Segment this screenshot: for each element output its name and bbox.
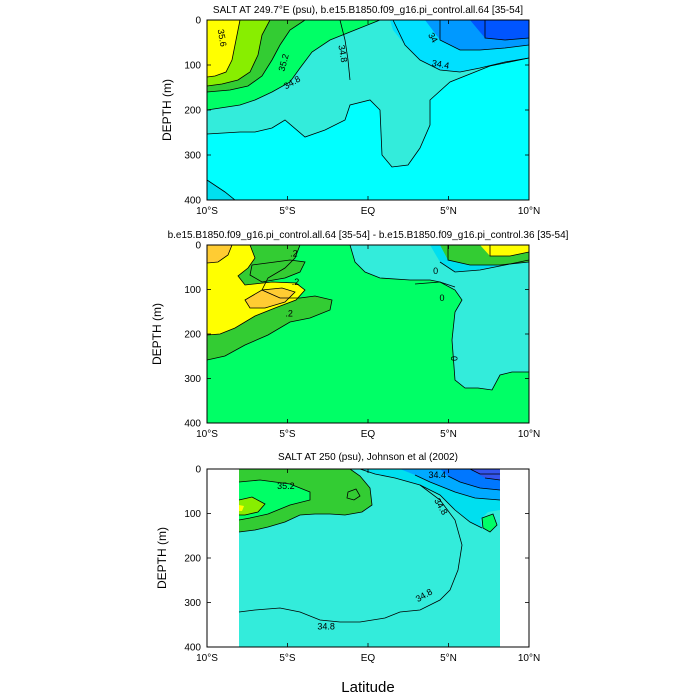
panel-3-y-tick-label: 300	[184, 598, 201, 609]
panel-2-y-tick-label: 100	[184, 285, 201, 296]
panel-2-region-pos-0-6-b	[207, 245, 232, 263]
panel-2-y-tick-label: 0	[195, 241, 201, 252]
panel-2-y-tick-label: 400	[184, 419, 201, 430]
panel-3-region-yellow	[239, 505, 244, 511]
panel-2-region-pos-0-4	[207, 245, 305, 335]
panel-3-y-tick-label: 100	[184, 509, 201, 520]
panel-2: b.e15.B1850.f09_g16.pi_control.all.64 [3…	[150, 230, 569, 440]
panel-1-contour-lines	[207, 20, 529, 200]
panel-3-contour-label: 34.8	[317, 621, 335, 631]
panel-3-contour-label: 34.4	[428, 470, 446, 480]
panel-3-x-tick-label: EQ	[361, 653, 376, 664]
panel-2-y-tick-label: 300	[184, 374, 201, 385]
panel-1-y-tick-label: 200	[184, 106, 201, 117]
panel-2-x-tick-label: 5°S	[279, 429, 296, 440]
panel-1-y-tick-label: 0	[195, 16, 201, 27]
panel-3-y-tick-label: 0	[195, 465, 201, 476]
panel-2-y-tick-label: 200	[184, 330, 201, 341]
panel-2-contour-label: 0	[433, 266, 438, 276]
panel-3-xlabel: Latitude	[341, 679, 394, 696]
panel-3-ticks: 10°S 5°S EQ 5°N 10°N 0 100 200 300 400	[184, 465, 540, 665]
panel-2-x-tick-label: 5°N	[440, 429, 457, 440]
panel-3-filled-contours	[207, 469, 529, 647]
panel-1-title: SALT AT 249.7°E (psu), b.e15.B1850.f09_g…	[213, 5, 523, 16]
panel-1-y-tick-label: 100	[184, 61, 201, 72]
panel-2-title: b.e15.B1850.f09_g16.pi_control.all.64 [3…	[168, 230, 569, 241]
panel-2-contour-label: 0	[440, 293, 445, 303]
panel-3-y-tick-label: 400	[184, 643, 201, 654]
panel-1-x-tick-label: 10°S	[196, 206, 218, 217]
panel-1-contour-label: 34	[426, 31, 440, 45]
panel-2-contour-label: .2	[290, 248, 298, 258]
panel-3-x-tick-label: 10°N	[518, 653, 540, 664]
panel-2-ylabel: DEPTH (m)	[150, 303, 164, 365]
panel-2-region-pos-0-2-patch	[250, 260, 305, 282]
panel-1-contour-label: 34.4	[431, 58, 450, 71]
panel-2-contour-label: .2	[292, 277, 300, 287]
panel-2-x-tick-label: 10°S	[196, 429, 218, 440]
panel-1-y-tick-label: 300	[184, 151, 201, 162]
panel-2-x-tick-label: EQ	[361, 429, 376, 440]
panel-3-ylabel: DEPTH (m)	[155, 527, 169, 589]
panel-2-x-tick-label: 10°N	[518, 429, 540, 440]
panel-2-ticks: 10°S 5°S EQ 5°N 10°N 0 100 200 300 400	[184, 241, 540, 441]
panel-3-title: SALT AT 250 (psu), Johnson et al (2002)	[278, 452, 458, 463]
panel-3: SALT AT 250 (psu), Johnson et al (2002)	[155, 452, 540, 696]
panel-3-x-tick-label: 5°S	[279, 653, 296, 664]
panel-3-region-patch-2	[482, 514, 497, 532]
panel-1-contour-label: 35.2	[277, 53, 291, 73]
panel-2-filled-contours	[207, 245, 529, 423]
panel-2-contour-label: .2	[285, 308, 293, 318]
panel-3-region-fresh-33-6	[470, 469, 500, 480]
panel-2-region-pos-0-4-north	[480, 245, 529, 256]
panel-1-x-tick-label: 5°S	[279, 206, 296, 217]
panel-2-contour-label: 0	[449, 356, 459, 361]
panel-1-x-tick-label: 10°N	[518, 206, 540, 217]
panel-2-contour-labels: .2 .2 .2 0 0 0	[285, 248, 459, 361]
panel-1-x-tick-label: 5°N	[440, 206, 457, 217]
panel-1-y-tick-label: 400	[184, 196, 201, 207]
panel-3-y-tick-label: 200	[184, 554, 201, 565]
panel-1-ylabel: DEPTH (m)	[160, 79, 174, 141]
panel-1-filled-contours	[207, 20, 529, 200]
panel-2-region-negative	[350, 245, 529, 390]
panel-1-contour-label: 34.8	[336, 44, 349, 63]
panel-1-contour-label: 35.6	[216, 28, 229, 47]
panel-1: SALT AT 249.7°E (psu), b.e15.B1850.f09_g…	[160, 5, 540, 217]
panel-1-region-high-35-8	[207, 20, 240, 77]
panel-3-region-patch	[347, 489, 360, 500]
panel-3-x-tick-label: 5°N	[440, 653, 457, 664]
panel-3-x-tick-label: 10°S	[196, 653, 218, 664]
panel-1-ticks: 10°S 5°S EQ 5°N 10°N 0 100 200 300 400	[184, 16, 540, 218]
panel-2-contour-lines	[207, 245, 529, 391]
panel-3-contour-lines	[238, 469, 501, 623]
panel-3-contour-label: 35.2	[277, 481, 295, 491]
panel-1-x-tick-label: EQ	[361, 206, 376, 217]
panel-3-region-35-6	[239, 497, 265, 515]
